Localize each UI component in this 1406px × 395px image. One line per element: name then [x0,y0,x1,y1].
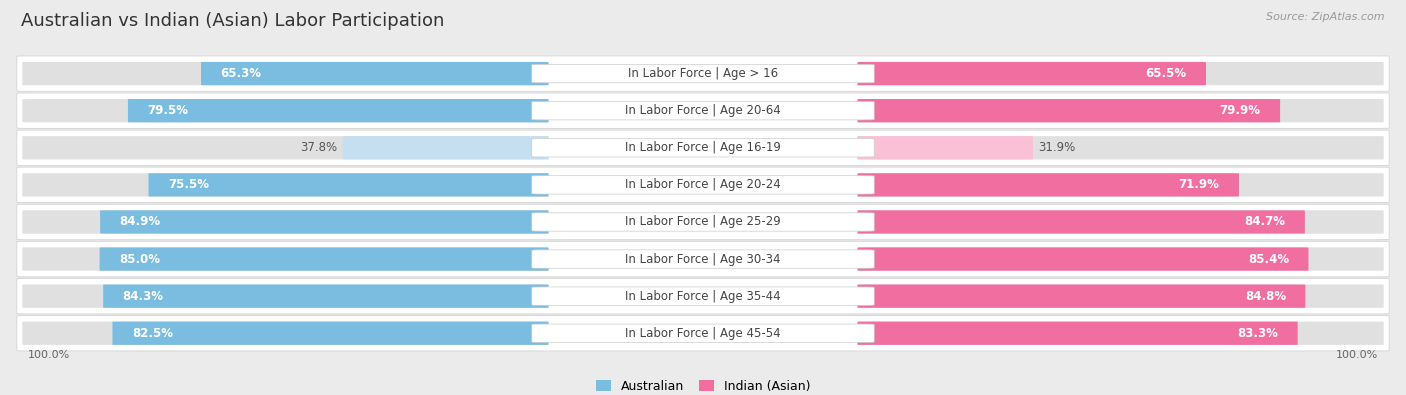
Text: In Labor Force | Age 20-24: In Labor Force | Age 20-24 [626,179,780,192]
FancyBboxPatch shape [858,99,1279,122]
Text: 84.9%: 84.9% [120,215,160,228]
FancyBboxPatch shape [531,64,875,83]
FancyBboxPatch shape [531,102,875,120]
FancyBboxPatch shape [531,213,875,231]
FancyBboxPatch shape [17,241,1389,277]
Text: 79.9%: 79.9% [1219,104,1261,117]
FancyBboxPatch shape [112,322,548,345]
FancyBboxPatch shape [531,176,875,194]
Text: 31.9%: 31.9% [1039,141,1076,154]
Text: 37.8%: 37.8% [299,141,337,154]
FancyBboxPatch shape [201,62,548,85]
FancyBboxPatch shape [858,210,1384,233]
FancyBboxPatch shape [858,62,1206,85]
FancyBboxPatch shape [858,284,1384,308]
FancyBboxPatch shape [22,62,548,85]
FancyBboxPatch shape [17,278,1389,314]
Text: In Labor Force | Age 25-29: In Labor Force | Age 25-29 [626,215,780,228]
Text: 71.9%: 71.9% [1178,179,1219,192]
FancyBboxPatch shape [858,284,1305,308]
FancyBboxPatch shape [531,139,875,157]
Text: 84.7%: 84.7% [1244,215,1285,228]
Text: Source: ZipAtlas.com: Source: ZipAtlas.com [1267,12,1385,22]
Text: 100.0%: 100.0% [28,350,70,360]
FancyBboxPatch shape [100,247,548,271]
Text: Australian vs Indian (Asian) Labor Participation: Australian vs Indian (Asian) Labor Parti… [21,12,444,30]
Text: 100.0%: 100.0% [1336,350,1378,360]
FancyBboxPatch shape [858,322,1298,345]
Legend: Australian, Indian (Asian): Australian, Indian (Asian) [591,375,815,395]
Text: 65.5%: 65.5% [1146,67,1187,80]
FancyBboxPatch shape [858,210,1305,233]
FancyBboxPatch shape [858,136,1384,160]
FancyBboxPatch shape [531,250,875,268]
FancyBboxPatch shape [22,136,548,160]
FancyBboxPatch shape [858,247,1384,271]
Text: 84.8%: 84.8% [1244,290,1286,303]
Text: 85.4%: 85.4% [1249,252,1289,265]
Text: 65.3%: 65.3% [221,67,262,80]
FancyBboxPatch shape [17,56,1389,91]
Text: 83.3%: 83.3% [1237,327,1278,340]
FancyBboxPatch shape [858,322,1384,345]
FancyBboxPatch shape [100,210,548,233]
FancyBboxPatch shape [22,247,548,271]
Text: In Labor Force | Age 16-19: In Labor Force | Age 16-19 [626,141,780,154]
FancyBboxPatch shape [22,210,548,233]
FancyBboxPatch shape [531,324,875,342]
FancyBboxPatch shape [22,173,548,197]
FancyBboxPatch shape [858,62,1384,85]
FancyBboxPatch shape [858,173,1239,197]
FancyBboxPatch shape [22,322,548,345]
FancyBboxPatch shape [103,284,548,308]
FancyBboxPatch shape [149,173,548,197]
FancyBboxPatch shape [858,173,1384,197]
FancyBboxPatch shape [17,130,1389,166]
Text: 79.5%: 79.5% [148,104,188,117]
FancyBboxPatch shape [22,284,548,308]
FancyBboxPatch shape [17,316,1389,351]
Text: 84.3%: 84.3% [122,290,163,303]
Text: 82.5%: 82.5% [132,327,173,340]
FancyBboxPatch shape [128,99,548,122]
FancyBboxPatch shape [17,167,1389,203]
Text: 75.5%: 75.5% [167,179,209,192]
Text: In Labor Force | Age 35-44: In Labor Force | Age 35-44 [626,290,780,303]
FancyBboxPatch shape [858,99,1384,122]
Text: In Labor Force | Age > 16: In Labor Force | Age > 16 [628,67,778,80]
Text: 85.0%: 85.0% [120,252,160,265]
Text: In Labor Force | Age 30-34: In Labor Force | Age 30-34 [626,252,780,265]
Text: In Labor Force | Age 45-54: In Labor Force | Age 45-54 [626,327,780,340]
FancyBboxPatch shape [343,136,548,160]
FancyBboxPatch shape [17,93,1389,128]
FancyBboxPatch shape [858,247,1309,271]
FancyBboxPatch shape [858,136,1033,160]
FancyBboxPatch shape [531,287,875,305]
FancyBboxPatch shape [17,204,1389,240]
FancyBboxPatch shape [22,99,548,122]
Text: In Labor Force | Age 20-64: In Labor Force | Age 20-64 [626,104,780,117]
